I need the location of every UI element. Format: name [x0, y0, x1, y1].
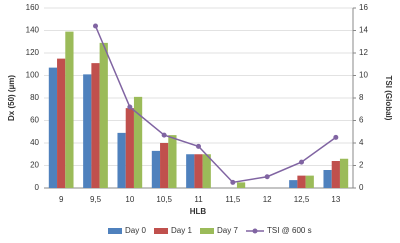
y2-tick-label: 6	[359, 116, 364, 125]
bar	[133, 96, 143, 188]
x-axis-title: HLB	[190, 207, 207, 216]
y2-tick-label: 4	[359, 138, 364, 147]
x-tick-label: 9,5	[90, 195, 102, 204]
line-marker	[161, 132, 167, 138]
bar	[151, 150, 161, 188]
x-tick-label: 12,5	[294, 195, 310, 204]
bar	[331, 161, 340, 188]
x-tick-label: 10,5	[156, 195, 172, 204]
bar	[297, 175, 306, 188]
y-tick-label: 60	[30, 116, 39, 125]
x-tick-label: 10	[125, 195, 134, 204]
bar	[65, 31, 74, 188]
line-marker	[127, 104, 133, 110]
line-marker	[299, 159, 304, 165]
legend-label: TSI @ 600 s	[267, 226, 312, 235]
y2-tick-label: 2	[359, 161, 364, 170]
bar	[168, 135, 177, 188]
legend-swatch	[108, 228, 122, 234]
x-tick-label: 11,5	[225, 195, 241, 204]
bar	[117, 132, 126, 188]
y2-tick-label: 8	[359, 93, 364, 102]
bar	[289, 180, 298, 188]
y2-tick-label: 12	[359, 48, 368, 57]
bar	[323, 170, 332, 188]
bar	[99, 42, 108, 188]
line-marker	[333, 134, 339, 140]
bar	[91, 63, 100, 188]
x-tick-label: 12	[263, 195, 272, 204]
y2-tick-label: 10	[359, 71, 368, 80]
bar	[202, 154, 211, 188]
bar	[48, 67, 58, 188]
legend-label: Day 0	[125, 226, 146, 235]
y-tick-label: 160	[26, 3, 40, 12]
legend-label: Day 1	[171, 226, 192, 235]
y2-axis-title: TSI (Global)	[384, 76, 393, 121]
bar	[236, 182, 246, 188]
legend-swatch	[200, 228, 214, 234]
bar	[194, 154, 203, 188]
legend-label: Day 7	[217, 226, 238, 235]
bar	[186, 154, 195, 188]
y-axis-title: Dx (50) (µm)	[7, 75, 16, 121]
legend-swatch	[154, 228, 168, 234]
y-tick-label: 40	[30, 138, 39, 147]
line-marker	[230, 179, 236, 185]
y-tick-label: 140	[26, 26, 40, 35]
bar	[125, 108, 134, 188]
bar	[57, 58, 66, 188]
y2-tick-label: 0	[359, 183, 364, 192]
y-tick-label: 80	[30, 93, 39, 102]
bar	[160, 143, 169, 188]
y-tick-label: 20	[30, 161, 39, 170]
y-tick-label: 0	[35, 183, 40, 192]
line-marker	[196, 143, 201, 149]
x-tick-label: 11	[194, 195, 203, 204]
legend-swatch	[252, 228, 258, 234]
line-marker	[93, 23, 98, 29]
x-tick-label: 9	[59, 195, 64, 204]
y2-tick-label: 14	[359, 26, 368, 35]
y-tick-label: 120	[26, 48, 40, 57]
y2-tick-label: 16	[359, 3, 368, 12]
line	[94, 25, 337, 184]
x-tick-label: 13	[331, 195, 340, 204]
line-marker	[264, 174, 270, 180]
bar	[305, 175, 314, 188]
y-tick-label: 100	[26, 71, 40, 80]
bar	[339, 158, 349, 188]
bar	[83, 74, 92, 188]
